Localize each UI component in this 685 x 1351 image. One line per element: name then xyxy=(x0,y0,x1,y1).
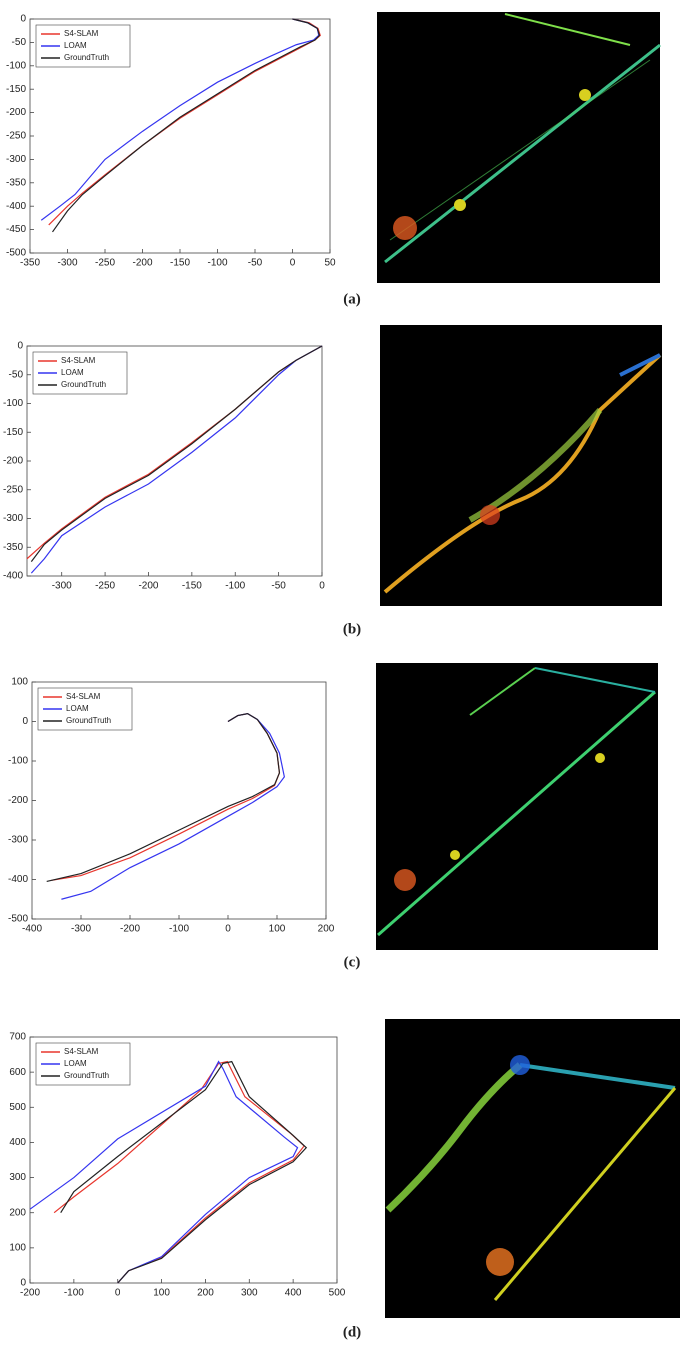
x-tick-label: 50 xyxy=(324,258,336,269)
x-tick-label: 200 xyxy=(197,1288,214,1299)
y-tick-label: -50 xyxy=(12,37,27,48)
legend-label: LOAM xyxy=(64,41,87,50)
y-tick-label: -150 xyxy=(6,84,26,95)
y-tick-label: 200 xyxy=(9,1207,26,1218)
point-cloud-d xyxy=(385,1019,680,1318)
x-tick-label: -300 xyxy=(52,581,72,592)
x-tick-label: 500 xyxy=(329,1288,346,1299)
trajectory-line xyxy=(48,18,321,226)
legend-label: LOAM xyxy=(64,1059,87,1068)
y-tick-label: -200 xyxy=(8,795,28,806)
x-tick-label: -100 xyxy=(207,258,227,269)
legend-label: S4-SLAM xyxy=(66,692,101,701)
y-tick-label: -50 xyxy=(9,369,24,380)
point-cloud-a xyxy=(377,12,661,283)
y-tick-label: 400 xyxy=(9,1137,26,1148)
legend-label: S4-SLAM xyxy=(64,29,99,38)
caption: (d) xyxy=(343,1324,361,1340)
y-tick-label: -350 xyxy=(6,177,26,188)
caption: (c) xyxy=(344,954,361,970)
y-tick-label: -250 xyxy=(6,131,26,142)
x-tick-label: -100 xyxy=(64,1288,84,1299)
x-tick-label: -100 xyxy=(225,581,245,592)
y-tick-label: -300 xyxy=(3,513,23,524)
x-tick-label: 100 xyxy=(269,924,286,935)
trajectory-line xyxy=(46,712,281,883)
x-tick-label: -150 xyxy=(170,258,190,269)
y-tick-label: 500 xyxy=(9,1102,26,1113)
x-tick-label: -200 xyxy=(120,924,140,935)
trajectory-line xyxy=(29,1060,299,1284)
x-tick-label: 200 xyxy=(318,924,335,935)
y-tick-label: -500 xyxy=(6,248,26,259)
y-tick-label: -500 xyxy=(8,914,28,925)
x-tick-label: -50 xyxy=(248,258,263,269)
trajectory-line xyxy=(30,345,323,562)
legend-label: LOAM xyxy=(61,368,84,377)
y-tick-label: 700 xyxy=(9,1032,26,1043)
y-tick-label: -400 xyxy=(3,571,23,582)
y-tick-label: -300 xyxy=(8,835,28,846)
trajectory-line xyxy=(30,345,323,574)
legend-label: S4-SLAM xyxy=(61,356,96,365)
y-tick-label: -100 xyxy=(8,756,28,767)
legend-label: S4-SLAM xyxy=(64,1047,99,1056)
x-tick-label: 0 xyxy=(319,581,325,592)
trajectory-line xyxy=(60,1060,308,1284)
y-tick-label: -400 xyxy=(8,874,28,885)
x-tick-label: -50 xyxy=(271,581,286,592)
x-tick-label: -250 xyxy=(95,258,115,269)
x-tick-label: -350 xyxy=(20,258,40,269)
caption: (b) xyxy=(343,621,361,637)
x-tick-label: -200 xyxy=(138,581,158,592)
trajectory-line xyxy=(52,18,321,233)
x-tick-label: -200 xyxy=(20,1288,40,1299)
y-tick-label: -250 xyxy=(3,484,23,495)
legend-label: GroundTruth xyxy=(64,53,109,62)
y-tick-label: 0 xyxy=(22,716,28,727)
x-tick-label: -400 xyxy=(22,924,42,935)
y-tick-label: 300 xyxy=(9,1172,26,1183)
y-tick-label: -450 xyxy=(6,224,26,235)
y-tick-label: -100 xyxy=(3,398,23,409)
y-tick-label: 0 xyxy=(20,14,26,25)
y-tick-label: -300 xyxy=(6,154,26,165)
caption: (a) xyxy=(343,291,361,307)
legend-label: LOAM xyxy=(66,704,89,713)
legend-label: GroundTruth xyxy=(64,1071,109,1080)
y-tick-label: -200 xyxy=(6,107,26,118)
x-tick-label: 400 xyxy=(285,1288,302,1299)
x-tick-label: 300 xyxy=(241,1288,258,1299)
x-tick-label: 0 xyxy=(290,258,296,269)
x-tick-label: -300 xyxy=(71,924,91,935)
x-tick-label: -250 xyxy=(95,581,115,592)
x-tick-label: 100 xyxy=(153,1288,170,1299)
x-tick-label: -200 xyxy=(132,258,152,269)
y-tick-label: 0 xyxy=(20,1278,26,1289)
point-cloud-b xyxy=(380,325,662,606)
y-tick-label: -150 xyxy=(3,427,23,438)
y-tick-label: 100 xyxy=(9,1242,26,1253)
y-tick-label: -100 xyxy=(6,60,26,71)
y-tick-label: -400 xyxy=(6,201,26,212)
y-tick-label: -350 xyxy=(3,542,23,553)
y-tick-label: -200 xyxy=(3,456,23,467)
x-tick-label: 0 xyxy=(225,924,231,935)
legend-label: GroundTruth xyxy=(66,716,111,725)
legend-label: GroundTruth xyxy=(61,380,106,389)
point-cloud-c xyxy=(376,663,658,950)
x-tick-label: -100 xyxy=(169,924,189,935)
y-tick-label: 600 xyxy=(9,1067,26,1078)
x-tick-label: 0 xyxy=(115,1288,121,1299)
y-tick-label: 0 xyxy=(17,341,23,352)
x-tick-label: -300 xyxy=(57,258,77,269)
x-tick-label: -150 xyxy=(182,581,202,592)
y-tick-label: 100 xyxy=(11,677,28,688)
